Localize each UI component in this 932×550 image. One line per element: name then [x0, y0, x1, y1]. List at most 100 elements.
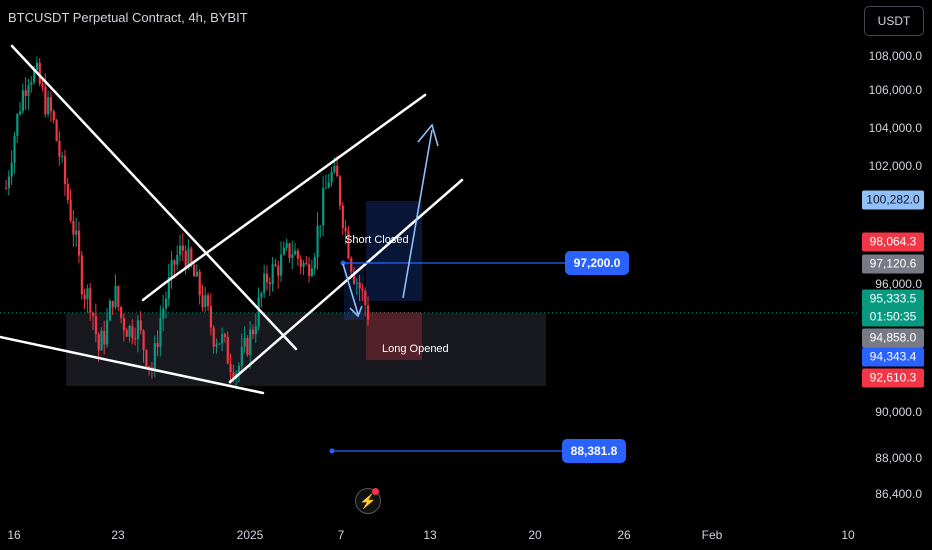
candle-body — [139, 320, 142, 331]
candle-body — [63, 156, 67, 184]
candle-body — [254, 326, 257, 335]
level-callout-lower[interactable]: 88,381.8 — [562, 439, 626, 463]
candle-body — [49, 97, 53, 112]
candle-body — [198, 271, 201, 296]
candle-body — [103, 330, 106, 345]
candle-body — [319, 225, 322, 227]
candle-body — [80, 255, 83, 295]
level-callout-upper[interactable]: 97,200.0 — [565, 251, 629, 275]
price-tag-high: 98,064.3 — [862, 232, 924, 252]
candle-body — [330, 172, 333, 183]
candle-body — [153, 343, 156, 371]
price-tick: 88,000.0 — [875, 451, 922, 465]
candle-body — [204, 295, 207, 307]
candle-body — [209, 306, 213, 328]
price-tag-countdown: 01:50:35 — [862, 307, 924, 327]
time-tick: 13 — [423, 528, 437, 542]
candle-body — [35, 62, 39, 70]
currency-button[interactable]: USDT — [864, 6, 924, 36]
candle-body — [302, 263, 305, 267]
candle-body — [58, 140, 61, 157]
candle-body — [347, 230, 350, 259]
rising-channel-lower — [228, 178, 464, 384]
candle-body — [263, 273, 266, 294]
candle-body — [16, 114, 19, 136]
candle-body — [240, 347, 243, 366]
price-tick: 106,000.0 — [868, 83, 922, 97]
wedge-segment — [141, 281, 167, 302]
candle-body — [33, 69, 36, 83]
candle-body — [120, 306, 123, 319]
candle-body — [313, 257, 316, 269]
candle-body — [268, 282, 271, 285]
short-closed-label: Short Closed — [345, 234, 409, 246]
candle-body — [291, 254, 294, 258]
candle-body — [128, 326, 131, 337]
candle-body — [195, 271, 199, 277]
position-profit-zone — [366, 201, 422, 301]
level-anchor-upper — [340, 260, 346, 266]
price-tick: 108,000.0 — [868, 49, 922, 63]
candle-body — [271, 264, 274, 285]
candle-body — [170, 260, 173, 278]
candle-body — [212, 327, 215, 347]
candle-body — [83, 294, 86, 300]
chart-plot-area[interactable] — [0, 0, 860, 518]
candle-body — [117, 286, 120, 307]
candle-body — [94, 315, 97, 334]
candle-body — [322, 188, 325, 226]
candle-body — [336, 165, 339, 177]
candle-body — [294, 250, 297, 255]
candle-body — [100, 330, 103, 351]
candle-body — [282, 247, 286, 255]
candle-body — [52, 111, 55, 121]
candle-body — [19, 111, 22, 115]
symbol-title[interactable]: BTCUSDT Perpetual Contract, 4h, BYBIT — [8, 10, 248, 25]
candle-body — [305, 263, 308, 265]
candle-body — [207, 295, 210, 307]
time-tick: 2025 — [236, 528, 264, 542]
candle-body — [251, 329, 255, 335]
time-axis[interactable]: 16 23 2025 7 13 20 26 Feb 10 — [0, 518, 860, 550]
candle-body — [308, 264, 311, 277]
candle-body — [55, 120, 58, 141]
candle-body — [324, 187, 328, 189]
candle-body — [21, 90, 25, 112]
candle-body — [338, 176, 342, 206]
up-arrow-head — [417, 123, 439, 147]
candle-body — [47, 97, 50, 115]
candle-body — [173, 260, 176, 265]
candle-body — [316, 225, 319, 258]
candle-body — [310, 268, 314, 277]
candle-body — [125, 330, 128, 337]
time-tick: Feb — [701, 528, 723, 542]
candle-body — [66, 183, 69, 200]
short-position-zone — [344, 262, 364, 320]
up-arrow-line — [402, 129, 433, 299]
candle-body — [91, 312, 95, 316]
candle-body — [97, 333, 100, 351]
candle-body — [285, 243, 288, 248]
candle-body — [355, 282, 358, 284]
candle-body — [134, 338, 137, 340]
price-tag-level: 94,858.0 — [862, 328, 924, 348]
candle-body — [167, 277, 170, 299]
candle-body — [260, 293, 263, 298]
candle-body — [30, 82, 33, 86]
lightning-alert-icon[interactable]: ⚡ — [355, 488, 381, 514]
price-tag-level: 97,120.6 — [862, 254, 924, 274]
candle-body — [352, 271, 356, 284]
candle-body — [108, 300, 112, 321]
candle-body — [237, 365, 241, 374]
candle-body — [265, 273, 269, 283]
candle-body — [72, 220, 75, 235]
rising-channel-upper — [163, 93, 427, 285]
candle-body — [61, 156, 64, 158]
candle-body — [333, 165, 336, 173]
candle-body — [178, 245, 182, 255]
candlestick-chart[interactable] — [0, 0, 860, 518]
candle-body — [341, 205, 344, 228]
candle-body — [142, 330, 145, 351]
candle-body — [89, 288, 92, 313]
falling-trendline — [10, 44, 298, 351]
